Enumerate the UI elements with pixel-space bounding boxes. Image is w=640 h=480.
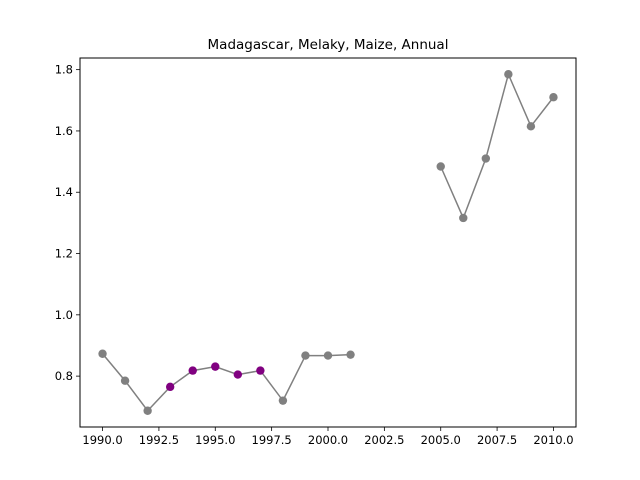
x-tick-label: 2002.5 <box>364 433 404 447</box>
data-point-1991 <box>120 376 130 385</box>
data-point-2009 <box>526 122 536 131</box>
data-point-2005 <box>436 162 445 171</box>
chart-title: Madagascar, Melaky, Maize, Annual <box>208 37 449 53</box>
series-line-segment-1 <box>101 353 351 412</box>
data-point-2006 <box>459 213 468 223</box>
x-tick-label: 2007.5 <box>477 433 517 447</box>
data-point-2008 <box>504 70 513 79</box>
data-point-1995 <box>211 362 220 371</box>
x-tick-label: 1995.0 <box>195 433 235 447</box>
data-point-1993 <box>165 382 175 392</box>
x-tick-label: 2000.0 <box>308 433 348 447</box>
x-axis: 1990.0 1992.5 1995.0 1997.5 2000.0 2002.5 2005… <box>82 427 574 447</box>
plot-area <box>98 70 558 415</box>
data-point-1997 <box>256 366 265 375</box>
y-axis: 0.8 1.0 1.2 1.4 1.6 1.8 <box>55 63 80 383</box>
data-point-2010 <box>549 93 558 102</box>
x-tick-label: 2010.0 <box>533 433 573 447</box>
y-tick-label: 1.4 <box>55 185 73 199</box>
y-tick-label: 1.0 <box>55 308 73 322</box>
data-point-1996 <box>233 370 243 379</box>
y-tick-label: 1.2 <box>55 247 73 261</box>
data-point-1998 <box>278 396 288 405</box>
data-point-1992 <box>143 406 152 415</box>
x-tick-label: 1997.5 <box>252 433 292 447</box>
x-tick-label: 1990.0 <box>82 433 122 447</box>
series-line-segment-2 <box>440 71 555 220</box>
x-tick-label: 2005.0 <box>421 433 461 447</box>
data-point-2001 <box>346 350 355 359</box>
data-point-1999 <box>301 351 310 360</box>
axes-frame <box>79 57 577 428</box>
data-point-2007 <box>481 154 491 163</box>
data-point-1990 <box>98 349 107 358</box>
y-tick-label: 1.6 <box>55 124 73 138</box>
data-point-1994 <box>188 366 197 375</box>
x-tick-label: 1992.5 <box>139 433 179 447</box>
data-point-2000 <box>323 351 333 360</box>
y-tick-label: 1.8 <box>55 63 73 77</box>
y-tick-label: 0.8 <box>55 369 73 383</box>
